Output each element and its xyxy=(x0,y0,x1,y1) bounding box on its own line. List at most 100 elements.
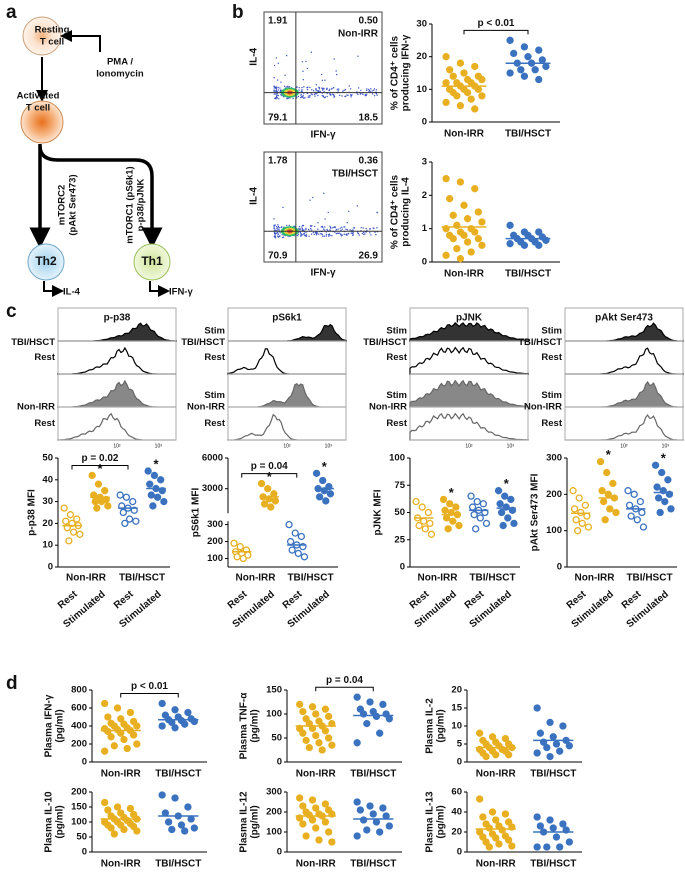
data-point xyxy=(446,500,454,508)
data-point xyxy=(299,820,307,828)
cell-dot xyxy=(362,93,364,96)
data-point xyxy=(147,491,155,499)
row-label: Stim xyxy=(541,326,562,337)
cell-dot xyxy=(311,89,313,91)
cell-dot xyxy=(335,73,338,76)
cell-dot xyxy=(274,224,276,226)
cell-dot xyxy=(364,94,366,97)
cell-dot xyxy=(323,235,326,237)
cell-dot xyxy=(348,210,350,213)
bracket xyxy=(120,693,179,698)
cell-dot xyxy=(276,231,279,234)
data-point xyxy=(497,508,506,517)
y-tick-label: 30 xyxy=(416,19,427,30)
cell-dot xyxy=(274,233,276,235)
data-point xyxy=(533,704,541,712)
data-point xyxy=(363,826,371,834)
data-point xyxy=(158,722,166,730)
y-tick-label: 100 xyxy=(71,817,87,828)
y-tick-label: 50 xyxy=(76,832,87,843)
cell-dot xyxy=(335,70,337,72)
group-label: Non-IRR xyxy=(66,573,107,584)
cell-dot xyxy=(309,228,312,230)
data-point xyxy=(181,827,189,835)
data-point xyxy=(507,495,515,504)
cell-dot xyxy=(282,206,284,209)
data-point xyxy=(181,720,189,728)
x-tick-label: Non-IRR xyxy=(444,129,485,140)
cell-dot xyxy=(369,232,371,234)
data-point xyxy=(504,818,513,826)
data-point xyxy=(533,749,541,757)
cell-dot xyxy=(275,93,277,95)
cell-dot xyxy=(329,229,331,231)
cell-dot xyxy=(367,88,370,91)
data-point xyxy=(123,744,131,753)
cell-dot xyxy=(275,90,278,93)
y-tick-label: 150 xyxy=(71,802,87,813)
cell-dot xyxy=(374,231,376,233)
cell-dot xyxy=(371,93,374,95)
cell-dot xyxy=(324,79,326,81)
quadrant-value: 1.78 xyxy=(268,156,288,167)
data-point xyxy=(328,838,336,846)
cell-dot xyxy=(288,86,291,88)
cell-dot xyxy=(368,90,370,93)
cell-dot xyxy=(275,96,278,99)
x-tick-label: Non-IRR xyxy=(101,859,142,870)
y-tick-label: 3000 xyxy=(202,483,223,494)
y-tick-label: 200 xyxy=(71,787,87,798)
data-point xyxy=(116,491,124,499)
data-point xyxy=(121,519,129,528)
data-point xyxy=(494,487,503,495)
cell-dot xyxy=(332,87,335,89)
data-point xyxy=(598,487,606,495)
x-tick-label: Non-IRR xyxy=(476,769,517,780)
data-point xyxy=(171,706,179,714)
cell-dot xyxy=(365,227,367,230)
data-point xyxy=(149,502,157,510)
data-point xyxy=(318,746,326,754)
data-point xyxy=(369,707,377,716)
data-point xyxy=(94,480,103,488)
data-point xyxy=(101,487,109,495)
cell-dot xyxy=(376,94,378,96)
cell-dot xyxy=(275,57,278,59)
y-tick-label: 150 xyxy=(266,685,282,696)
significance: * xyxy=(322,459,328,474)
cell-dot xyxy=(351,94,353,96)
cell-dot xyxy=(318,86,320,89)
bracket xyxy=(315,686,374,692)
data-point xyxy=(535,228,543,236)
y-axis-label: Plasma IL-13 xyxy=(425,791,436,853)
data-point xyxy=(565,838,573,846)
y-tick-label: 1 xyxy=(422,223,428,234)
data-point xyxy=(376,828,384,836)
cell-dot xyxy=(376,212,378,214)
data-point xyxy=(412,497,420,506)
cell-dot xyxy=(279,235,281,237)
row-label: Rest xyxy=(204,352,225,363)
data-point xyxy=(415,521,423,530)
row-label: Stim xyxy=(204,390,225,401)
data-point xyxy=(297,532,306,541)
data-point xyxy=(260,500,269,508)
row-label: Non-IRR xyxy=(187,402,225,413)
data-point xyxy=(164,818,173,826)
quadrant-value: 0.36 xyxy=(359,156,379,167)
cell-dot xyxy=(353,227,355,229)
row-label: Rest xyxy=(204,418,225,429)
data-point xyxy=(382,812,390,820)
data-point xyxy=(574,527,582,535)
cell-dot xyxy=(369,227,371,230)
y-tick-label: 10 xyxy=(416,84,427,95)
data-point xyxy=(442,175,450,183)
y-tick-label: 0 xyxy=(400,562,405,573)
cell-dot xyxy=(273,89,275,91)
cell-dot xyxy=(357,87,360,89)
data-point xyxy=(478,218,486,226)
data-point xyxy=(524,53,532,61)
quadrant-value: 1.91 xyxy=(268,16,288,27)
y-axis-label: (pg/ml) xyxy=(436,805,447,838)
data-point xyxy=(488,733,497,741)
